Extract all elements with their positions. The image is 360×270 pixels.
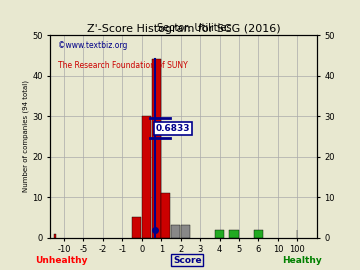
Bar (142, 116, 151, 238)
Text: Healthy: Healthy (283, 256, 322, 265)
Bar (171, 225, 180, 238)
Bar (181, 225, 190, 238)
Text: Unhealthy: Unhealthy (35, 256, 87, 265)
Text: The Research Foundation of SUNY: The Research Foundation of SUNY (58, 61, 188, 70)
Bar (152, 59, 161, 238)
Bar (215, 230, 224, 238)
Bar (132, 217, 141, 238)
Bar (54, 234, 56, 238)
Text: Sector: Utilities: Sector: Utilities (157, 23, 231, 33)
Title: Z'-Score Histogram for SCG (2016): Z'-Score Histogram for SCG (2016) (87, 24, 280, 34)
Text: ©www.textbiz.org: ©www.textbiz.org (58, 41, 128, 50)
Text: Score: Score (173, 256, 202, 265)
Bar (229, 230, 239, 238)
Bar (161, 193, 171, 238)
Y-axis label: Number of companies (94 total): Number of companies (94 total) (23, 80, 30, 192)
Text: 0.6833: 0.6833 (156, 124, 190, 133)
Bar (253, 230, 263, 238)
